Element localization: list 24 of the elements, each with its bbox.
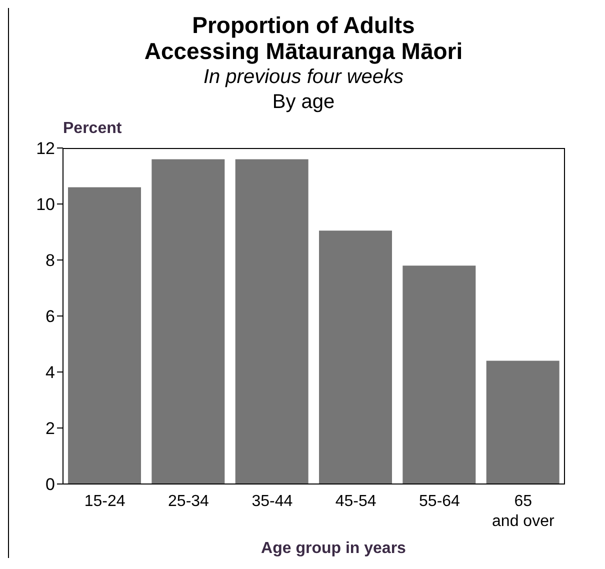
x-axis-title: Age group in years bbox=[260, 540, 407, 558]
y-tick-label: 2 bbox=[46, 419, 55, 438]
y-axis-title: Percent bbox=[63, 120, 123, 138]
y-tick-label: 0 bbox=[46, 475, 55, 494]
y-tick-label: 12 bbox=[36, 139, 55, 158]
x-tick-label: 25-34 bbox=[168, 493, 210, 510]
bar bbox=[152, 159, 225, 484]
x-tick-label: 65 and over bbox=[492, 493, 555, 530]
bar bbox=[319, 230, 392, 484]
x-tick-label: 55-64 bbox=[419, 493, 460, 510]
bar bbox=[486, 360, 560, 484]
x-tick-label: 35-44 bbox=[252, 493, 293, 510]
chart-subtitle: In previous four weeks bbox=[202, 66, 405, 89]
text: By age bbox=[271, 91, 336, 114]
y-tick-label: 8 bbox=[46, 251, 55, 270]
y-tick-label: 4 bbox=[46, 363, 55, 382]
bar bbox=[402, 266, 476, 484]
x-tick-label: 15-24 bbox=[84, 493, 126, 510]
x-tick-label: 45-54 bbox=[335, 493, 376, 510]
y-tick-label: 6 bbox=[46, 307, 55, 326]
bar bbox=[68, 187, 141, 484]
y-tick-label: 10 bbox=[36, 195, 55, 214]
chart-title: Proportion of Adults Accessing Mātauranga Māori bbox=[143, 11, 464, 64]
bar bbox=[235, 159, 308, 484]
